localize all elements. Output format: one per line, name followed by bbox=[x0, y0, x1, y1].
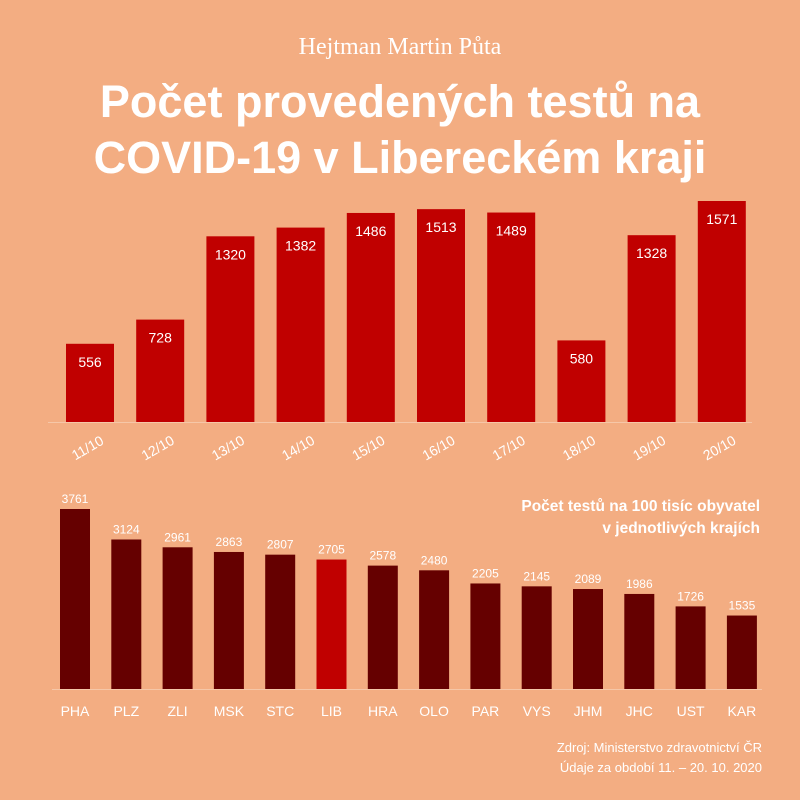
regional-bar bbox=[573, 589, 603, 689]
daily-bar-label: 728 bbox=[149, 330, 173, 346]
regional-tick-label: HRA bbox=[368, 703, 398, 719]
regional-bar bbox=[521, 586, 552, 689]
regional-tick-label: PHA bbox=[61, 703, 90, 719]
daily-tick-label: 12/10 bbox=[139, 432, 178, 463]
daily-bar bbox=[487, 212, 536, 422]
daily-bar-label: 1328 bbox=[636, 245, 667, 261]
regional-bar-label: 1986 bbox=[626, 577, 653, 591]
regional-bar bbox=[470, 583, 501, 689]
daily-bar-label: 1486 bbox=[355, 223, 386, 239]
daily-tick-label: 14/10 bbox=[279, 432, 318, 463]
regional-bar bbox=[60, 509, 90, 689]
regional-tick-label: VYS bbox=[523, 703, 551, 719]
regional-bar-label: 1535 bbox=[729, 599, 756, 613]
daily-bar bbox=[346, 212, 395, 422]
regional-bar bbox=[213, 551, 244, 689]
daily-tick-label: 18/10 bbox=[560, 432, 599, 463]
regional-tick-label: LIB bbox=[321, 703, 342, 719]
regional-tick-label: JHC bbox=[626, 703, 653, 719]
daily-bar-label: 556 bbox=[78, 354, 102, 370]
regional-bar-label: 2863 bbox=[216, 535, 243, 549]
daily-bar bbox=[136, 319, 185, 422]
daily-bar-label: 1382 bbox=[285, 238, 316, 254]
daily-bar bbox=[557, 340, 606, 422]
daily-bar-label: 580 bbox=[570, 350, 594, 366]
title-line-2: COVID-19 v Libereckém kraji bbox=[93, 132, 707, 183]
daily-bar bbox=[697, 201, 746, 422]
regional-bar-label: 1726 bbox=[677, 589, 704, 603]
regional-chart-title: Počet testů na 100 tisíc obyvatel v jedn… bbox=[521, 496, 760, 540]
daily-bar bbox=[417, 209, 465, 422]
regional-bar-label: 2089 bbox=[575, 572, 602, 586]
daily-tick-label: 16/10 bbox=[419, 432, 458, 463]
source-line-1: Zdroj: Ministerstvo zdravotnictví ČR bbox=[556, 740, 762, 755]
regional-bar bbox=[367, 565, 398, 689]
daily-tick-label: 20/10 bbox=[700, 432, 739, 463]
regional-bar bbox=[624, 593, 655, 689]
regional-bar-label: 2705 bbox=[318, 543, 345, 557]
regional-bar bbox=[316, 559, 347, 689]
daily-bar-label: 1320 bbox=[215, 246, 246, 262]
regional-tick-label: KAR bbox=[728, 703, 757, 719]
regional-bar-label: 3124 bbox=[113, 522, 140, 536]
regional-bar bbox=[726, 615, 757, 689]
regional-bar-label: 2578 bbox=[369, 549, 396, 563]
daily-tick-label: 15/10 bbox=[349, 432, 388, 463]
daily-tick-label: 13/10 bbox=[209, 432, 248, 463]
regional-chart-title-line-1: Počet testů na 100 tisíc obyvatel bbox=[521, 498, 760, 515]
daily-bar bbox=[276, 227, 325, 422]
regional-bar bbox=[111, 539, 142, 689]
author-name: Hejtman Martin Půta bbox=[298, 34, 502, 60]
regional-bar-label: 2807 bbox=[267, 538, 294, 552]
regional-tick-label: UST bbox=[677, 703, 705, 719]
daily-tests-chart: 556 11/10 728 12/10 1320 13/10 1382 14/10 1486 15… bbox=[48, 201, 752, 463]
regional-tick-label: PLZ bbox=[113, 703, 139, 719]
source-note: Zdroj: Ministerstvo zdravotnictví ČR Úda… bbox=[557, 738, 762, 778]
regional-bar bbox=[675, 606, 706, 689]
daily-bar bbox=[206, 236, 255, 422]
daily-bar bbox=[66, 343, 114, 422]
regional-bar-label: 2145 bbox=[523, 569, 550, 583]
daily-bar-label: 1513 bbox=[425, 219, 456, 235]
daily-tick-label: 17/10 bbox=[490, 432, 529, 463]
regional-bar-label: 3761 bbox=[62, 492, 89, 506]
regional-tick-label: ZLI bbox=[167, 703, 187, 719]
daily-tick-label: 19/10 bbox=[630, 432, 669, 463]
regional-bar bbox=[265, 554, 296, 689]
regional-tick-label: JHM bbox=[574, 703, 603, 719]
daily-tick-label: 11/10 bbox=[69, 432, 107, 463]
daily-bar bbox=[627, 235, 676, 422]
regional-bar bbox=[162, 547, 193, 689]
regional-tick-label: OLO bbox=[419, 703, 449, 719]
regional-tick-label: MSK bbox=[214, 703, 245, 719]
title-line-1: Počet provedených testů na bbox=[99, 76, 701, 127]
regional-bar-label: 2480 bbox=[421, 553, 448, 567]
regional-bar bbox=[419, 570, 450, 689]
regional-bar-label: 2205 bbox=[472, 566, 499, 580]
daily-bar-label: 1489 bbox=[496, 223, 527, 239]
regional-chart-title-line-2: v jednotlivých krajích bbox=[602, 520, 760, 537]
daily-bar-label: 1571 bbox=[706, 211, 737, 227]
page-title: Počet provedených testů na COVID-19 v Li… bbox=[0, 74, 800, 186]
source-line-2: Údaje za období 11. – 20. 10. 2020 bbox=[559, 760, 762, 775]
regional-tick-label: PAR bbox=[472, 703, 500, 719]
regional-tick-label: STC bbox=[266, 703, 294, 719]
regional-tests-chart: 3761 PHA 3124 PLZ 2961 ZLI 2863 MSK 2807 STC 2705 L… bbox=[52, 492, 762, 719]
regional-bar-label: 2961 bbox=[164, 530, 191, 544]
